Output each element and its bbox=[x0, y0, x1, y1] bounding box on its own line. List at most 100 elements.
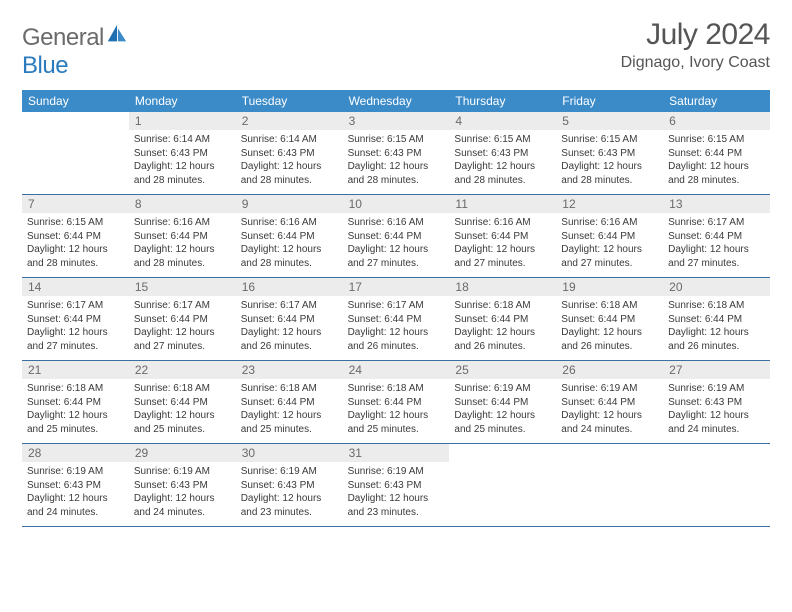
day-details: Sunrise: 6:17 AMSunset: 6:44 PMDaylight:… bbox=[236, 296, 343, 357]
day-cell: 15Sunrise: 6:17 AMSunset: 6:44 PMDayligh… bbox=[129, 278, 236, 360]
day-details: Sunrise: 6:18 AMSunset: 6:44 PMDaylight:… bbox=[449, 296, 556, 357]
day-cell: 8Sunrise: 6:16 AMSunset: 6:44 PMDaylight… bbox=[129, 195, 236, 277]
day-cell: 4Sunrise: 6:15 AMSunset: 6:43 PMDaylight… bbox=[449, 112, 556, 194]
day-cell bbox=[449, 444, 556, 526]
day-number: 3 bbox=[343, 112, 450, 130]
day-details: Sunrise: 6:15 AMSunset: 6:44 PMDaylight:… bbox=[663, 130, 770, 191]
day-details: Sunrise: 6:16 AMSunset: 6:44 PMDaylight:… bbox=[129, 213, 236, 274]
day-number: 4 bbox=[449, 112, 556, 130]
location: Dignago, Ivory Coast bbox=[621, 54, 770, 72]
day-cell: 11Sunrise: 6:16 AMSunset: 6:44 PMDayligh… bbox=[449, 195, 556, 277]
day-details: Sunrise: 6:19 AMSunset: 6:43 PMDaylight:… bbox=[343, 462, 450, 523]
day-number: 8 bbox=[129, 195, 236, 213]
day-details: Sunrise: 6:16 AMSunset: 6:44 PMDaylight:… bbox=[236, 213, 343, 274]
day-number bbox=[663, 444, 770, 462]
day-cell: 2Sunrise: 6:14 AMSunset: 6:43 PMDaylight… bbox=[236, 112, 343, 194]
day-details: Sunrise: 6:14 AMSunset: 6:43 PMDaylight:… bbox=[129, 130, 236, 191]
day-cell: 21Sunrise: 6:18 AMSunset: 6:44 PMDayligh… bbox=[22, 361, 129, 443]
day-cell: 10Sunrise: 6:16 AMSunset: 6:44 PMDayligh… bbox=[343, 195, 450, 277]
day-number: 10 bbox=[343, 195, 450, 213]
weekday-header: Thursday bbox=[449, 90, 556, 112]
day-number: 30 bbox=[236, 444, 343, 462]
day-number: 22 bbox=[129, 361, 236, 379]
day-cell: 12Sunrise: 6:16 AMSunset: 6:44 PMDayligh… bbox=[556, 195, 663, 277]
day-number: 17 bbox=[343, 278, 450, 296]
week-row: 14Sunrise: 6:17 AMSunset: 6:44 PMDayligh… bbox=[22, 278, 770, 361]
day-cell: 16Sunrise: 6:17 AMSunset: 6:44 PMDayligh… bbox=[236, 278, 343, 360]
day-number bbox=[556, 444, 663, 462]
day-details: Sunrise: 6:15 AMSunset: 6:43 PMDaylight:… bbox=[556, 130, 663, 191]
day-details: Sunrise: 6:19 AMSunset: 6:43 PMDaylight:… bbox=[129, 462, 236, 523]
day-cell: 13Sunrise: 6:17 AMSunset: 6:44 PMDayligh… bbox=[663, 195, 770, 277]
day-cell: 18Sunrise: 6:18 AMSunset: 6:44 PMDayligh… bbox=[449, 278, 556, 360]
day-cell: 5Sunrise: 6:15 AMSunset: 6:43 PMDaylight… bbox=[556, 112, 663, 194]
day-details: Sunrise: 6:18 AMSunset: 6:44 PMDaylight:… bbox=[129, 379, 236, 440]
day-cell: 27Sunrise: 6:19 AMSunset: 6:43 PMDayligh… bbox=[663, 361, 770, 443]
day-details: Sunrise: 6:19 AMSunset: 6:43 PMDaylight:… bbox=[236, 462, 343, 523]
day-cell: 17Sunrise: 6:17 AMSunset: 6:44 PMDayligh… bbox=[343, 278, 450, 360]
day-number: 20 bbox=[663, 278, 770, 296]
day-number: 24 bbox=[343, 361, 450, 379]
weekday-header: Monday bbox=[129, 90, 236, 112]
header: General Blue July 2024 Dignago, Ivory Co… bbox=[22, 18, 770, 80]
day-number: 12 bbox=[556, 195, 663, 213]
day-number: 15 bbox=[129, 278, 236, 296]
day-number: 25 bbox=[449, 361, 556, 379]
day-details: Sunrise: 6:16 AMSunset: 6:44 PMDaylight:… bbox=[449, 213, 556, 274]
day-details: Sunrise: 6:17 AMSunset: 6:44 PMDaylight:… bbox=[129, 296, 236, 357]
weekday-header: Friday bbox=[556, 90, 663, 112]
day-number: 21 bbox=[22, 361, 129, 379]
title-block: July 2024 Dignago, Ivory Coast bbox=[621, 18, 770, 72]
day-number: 28 bbox=[22, 444, 129, 462]
day-details: Sunrise: 6:18 AMSunset: 6:44 PMDaylight:… bbox=[663, 296, 770, 357]
day-number: 7 bbox=[22, 195, 129, 213]
day-number: 13 bbox=[663, 195, 770, 213]
day-details: Sunrise: 6:17 AMSunset: 6:44 PMDaylight:… bbox=[22, 296, 129, 357]
day-cell: 1Sunrise: 6:14 AMSunset: 6:43 PMDaylight… bbox=[129, 112, 236, 194]
logo-text-general: General bbox=[22, 24, 104, 51]
day-number: 1 bbox=[129, 112, 236, 130]
day-cell bbox=[663, 444, 770, 526]
day-number: 18 bbox=[449, 278, 556, 296]
day-cell: 3Sunrise: 6:15 AMSunset: 6:43 PMDaylight… bbox=[343, 112, 450, 194]
day-cell: 29Sunrise: 6:19 AMSunset: 6:43 PMDayligh… bbox=[129, 444, 236, 526]
day-number: 31 bbox=[343, 444, 450, 462]
day-cell: 25Sunrise: 6:19 AMSunset: 6:44 PMDayligh… bbox=[449, 361, 556, 443]
day-number: 29 bbox=[129, 444, 236, 462]
day-number: 11 bbox=[449, 195, 556, 213]
day-cell: 22Sunrise: 6:18 AMSunset: 6:44 PMDayligh… bbox=[129, 361, 236, 443]
day-details: Sunrise: 6:14 AMSunset: 6:43 PMDaylight:… bbox=[236, 130, 343, 191]
day-cell: 19Sunrise: 6:18 AMSunset: 6:44 PMDayligh… bbox=[556, 278, 663, 360]
day-details: Sunrise: 6:18 AMSunset: 6:44 PMDaylight:… bbox=[236, 379, 343, 440]
day-details: Sunrise: 6:17 AMSunset: 6:44 PMDaylight:… bbox=[343, 296, 450, 357]
day-cell: 6Sunrise: 6:15 AMSunset: 6:44 PMDaylight… bbox=[663, 112, 770, 194]
calendar: SundayMondayTuesdayWednesdayThursdayFrid… bbox=[22, 90, 770, 527]
day-number: 27 bbox=[663, 361, 770, 379]
weekday-header: Saturday bbox=[663, 90, 770, 112]
day-details: Sunrise: 6:18 AMSunset: 6:44 PMDaylight:… bbox=[556, 296, 663, 357]
day-cell: 28Sunrise: 6:19 AMSunset: 6:43 PMDayligh… bbox=[22, 444, 129, 526]
day-number: 14 bbox=[22, 278, 129, 296]
day-number: 23 bbox=[236, 361, 343, 379]
day-number: 5 bbox=[556, 112, 663, 130]
weekday-header: Tuesday bbox=[236, 90, 343, 112]
day-cell: 14Sunrise: 6:17 AMSunset: 6:44 PMDayligh… bbox=[22, 278, 129, 360]
day-details: Sunrise: 6:15 AMSunset: 6:44 PMDaylight:… bbox=[22, 213, 129, 274]
week-row: 1Sunrise: 6:14 AMSunset: 6:43 PMDaylight… bbox=[22, 112, 770, 195]
day-details: Sunrise: 6:19 AMSunset: 6:44 PMDaylight:… bbox=[449, 379, 556, 440]
day-details: Sunrise: 6:16 AMSunset: 6:44 PMDaylight:… bbox=[556, 213, 663, 274]
month-year: July 2024 bbox=[621, 18, 770, 52]
day-number bbox=[449, 444, 556, 462]
day-number bbox=[22, 112, 129, 130]
day-details: Sunrise: 6:16 AMSunset: 6:44 PMDaylight:… bbox=[343, 213, 450, 274]
day-number: 19 bbox=[556, 278, 663, 296]
week-row: 21Sunrise: 6:18 AMSunset: 6:44 PMDayligh… bbox=[22, 361, 770, 444]
weekday-header: Wednesday bbox=[343, 90, 450, 112]
logo: General Blue bbox=[22, 24, 128, 80]
day-cell: 20Sunrise: 6:18 AMSunset: 6:44 PMDayligh… bbox=[663, 278, 770, 360]
day-details: Sunrise: 6:15 AMSunset: 6:43 PMDaylight:… bbox=[449, 130, 556, 191]
day-cell: 26Sunrise: 6:19 AMSunset: 6:44 PMDayligh… bbox=[556, 361, 663, 443]
day-cell: 24Sunrise: 6:18 AMSunset: 6:44 PMDayligh… bbox=[343, 361, 450, 443]
day-details: Sunrise: 6:18 AMSunset: 6:44 PMDaylight:… bbox=[343, 379, 450, 440]
weekday-header: Sunday bbox=[22, 90, 129, 112]
